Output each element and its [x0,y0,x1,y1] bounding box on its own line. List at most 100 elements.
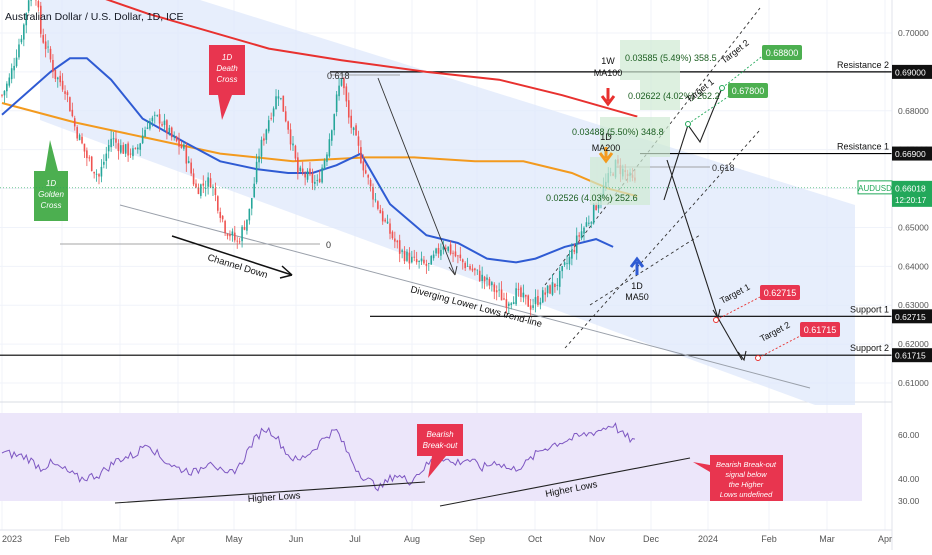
candle-body [530,305,532,309]
price-tick-label: 0.65000 [898,222,929,232]
candle-body [21,39,23,42]
time-tick-label: Oct [528,534,543,544]
target-up-1-dot [686,122,691,127]
candle-body [578,235,580,236]
candle-body [574,250,576,252]
candle-body [382,211,384,221]
candle-body [426,264,428,266]
candle-body [115,139,117,143]
candle-body [447,247,449,251]
level-tag-value: 0.61715 [895,351,926,361]
candle-body [79,135,81,140]
candle-body [307,171,309,180]
candle-body [159,114,161,123]
candle-body [42,35,44,43]
candle-body [166,120,168,133]
candle-body [62,81,64,90]
candle-body [321,168,323,183]
candle-body [253,184,255,197]
candle-body [193,173,195,184]
candle-body [537,296,539,305]
candle-body [200,184,202,196]
candle-body [544,292,546,294]
rsi-tick-label: 60.00 [898,430,920,440]
candle-body [360,147,362,163]
candle-body [8,78,10,86]
ma50-label: MA50 [625,292,649,302]
candle-body [98,174,100,176]
candle-body [547,286,549,294]
candle-body [81,137,83,144]
candle-body [278,96,280,98]
candle-body [110,139,112,147]
ma200-label: MA200 [592,143,621,153]
candle-body [542,290,544,302]
candle-body [74,118,76,126]
candle-body [518,289,520,290]
candle-body [72,110,74,116]
candle-body [464,263,466,268]
time-tick-label: 2023 [2,534,22,544]
candle-body [290,129,292,144]
candle-body [47,47,49,48]
candle-body [241,227,243,241]
candle-body [232,231,234,235]
candle-body [479,271,481,281]
candle-body [377,201,379,209]
candle-body [559,271,561,287]
candle-body [486,278,488,280]
candle-body [222,216,224,219]
level-name-1: Resistance 1 [837,142,889,152]
candle-body [595,205,597,210]
candle-body [435,249,437,254]
candle-body [91,157,93,171]
candle-body [16,58,18,67]
current-price-countdown: 12:20:17 [895,196,927,205]
price-tick-label: 0.61000 [898,378,929,388]
candle-body [249,209,251,221]
candle-body [190,163,192,174]
candle-body [571,250,573,259]
candle-body [135,148,137,149]
candle-body [586,222,588,226]
candle-body [169,128,171,133]
candle-body [314,182,316,184]
bearish-breakout-text: Bearish [426,430,454,439]
candle-body [506,299,508,308]
candle-body [147,128,149,129]
candle-body [139,143,141,149]
candle-body [450,244,452,253]
candle-body [137,148,139,150]
candle-body [156,115,158,116]
candle-body [67,92,69,95]
level-name-2: Support 1 [850,304,889,314]
candle-body [566,263,568,264]
time-tick-label: Nov [589,534,606,544]
candle-body [491,282,493,285]
candle-body [593,204,595,223]
candle-body [176,136,178,141]
candle-body [217,196,219,211]
candle-body [489,279,491,286]
candle-body [28,0,30,11]
candle-body [433,255,435,259]
time-tick-label: Sep [469,534,485,544]
candle-body [186,145,188,163]
candle-body [89,157,91,158]
candle-body [125,144,127,153]
candle-body [329,139,331,156]
candle-body [287,121,289,129]
candle-body [227,234,229,236]
candle-body [358,136,360,145]
candle-body [520,287,522,297]
candle-body [130,154,132,155]
candle-body [421,259,423,262]
rsi-tick-label: 40.00 [898,474,920,484]
time-tick-label: Mar [112,534,128,544]
candle-body [122,145,124,154]
candle-body [416,259,418,262]
candle-body [557,285,559,286]
candle-body [215,188,217,195]
candle-body [224,221,226,233]
